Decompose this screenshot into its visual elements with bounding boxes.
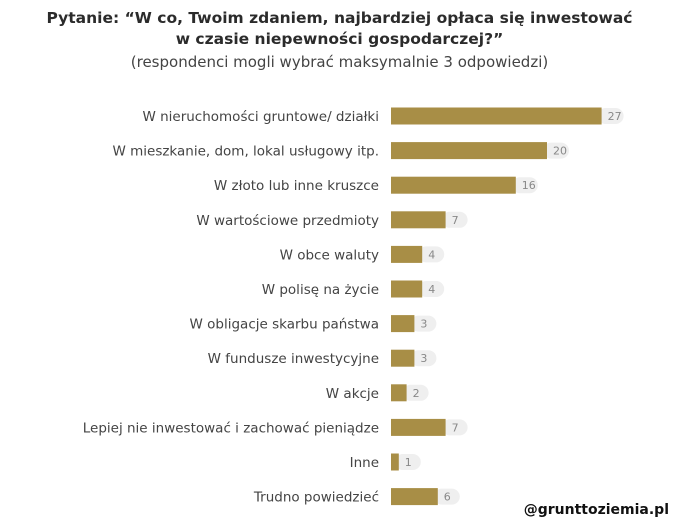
category-label: W akcje <box>326 386 379 402</box>
value-label-background <box>410 350 437 367</box>
value-label: 7 <box>452 214 459 227</box>
value-label-background <box>410 315 437 332</box>
category-label: W fundusze inwestycyjne <box>208 351 379 367</box>
category-label: W polisę na życie <box>262 282 379 298</box>
value-label: 4 <box>428 283 435 296</box>
bar <box>391 107 602 125</box>
bar-row: Trudno powiedzieć 6 <box>253 488 460 506</box>
value-label-background <box>511 177 538 194</box>
category-label: Inne <box>350 455 379 471</box>
category-label: Lepiej nie inwestować i zachować pieniąd… <box>83 420 379 436</box>
bar <box>391 453 399 471</box>
bar-row: W fundusze inwestycyjne 3 <box>208 349 437 367</box>
chart-title-line-2: w czasie niepewności gospodarczej?” <box>175 30 504 48</box>
value-label: 27 <box>608 110 622 123</box>
category-label: W wartościowe przedmioty <box>196 213 379 229</box>
value-label: 2 <box>413 387 420 400</box>
bar-row: W polisę na życie 4 <box>262 280 445 298</box>
chart-subtitle: (respondenci mogli wybrać maksymalnie 3 … <box>130 53 549 71</box>
bar <box>391 176 516 194</box>
bar-row: W mieszkanie, dom, lokal usługowy itp. 20 <box>112 142 569 160</box>
value-label-background <box>418 281 445 297</box>
bar-row: W obce waluty 4 <box>280 245 445 263</box>
bar-row: W obligacje skarbu państwa 3 <box>190 315 437 333</box>
value-label-background <box>597 108 624 124</box>
chart-title-line-1: Pytanie: “W co, Twoim zdaniem, najbardzi… <box>46 9 633 27</box>
value-label-background <box>433 488 460 505</box>
bar <box>391 384 407 402</box>
bar <box>391 349 415 367</box>
bar-row: W nieruchomości gruntowe/ działki 27 <box>142 107 624 125</box>
bar-row: Inne 1 <box>350 453 421 471</box>
category-label: W mieszkanie, dom, lokal usługowy itp. <box>112 144 379 160</box>
bar <box>391 245 423 263</box>
value-label-background <box>441 211 468 228</box>
bar <box>391 211 446 229</box>
category-label: Trudno powiedzieć <box>253 490 379 506</box>
value-label-background <box>441 419 468 436</box>
category-label: W nieruchomości gruntowe/ działki <box>142 109 379 125</box>
chart-title-block: Pytanie: “W co, Twoim zdaniem, najbardzi… <box>0 8 679 73</box>
category-label: W obligacje skarbu państwa <box>190 317 379 333</box>
category-label: W obce waluty <box>280 247 379 263</box>
bar <box>391 418 446 436</box>
bar-row: W wartościowe przedmioty 7 <box>196 211 468 229</box>
watermark: @grunttoziemia.pl <box>523 502 669 518</box>
category-label: W złoto lub inne kruszce <box>214 178 379 194</box>
value-label: 16 <box>522 179 536 192</box>
value-label: 1 <box>405 456 412 469</box>
value-label: 3 <box>420 352 427 365</box>
value-label: 4 <box>428 248 435 261</box>
bar-row: Lepiej nie inwestować i zachować pieniąd… <box>83 418 468 436</box>
value-label-background <box>418 246 445 263</box>
bar <box>391 280 423 298</box>
value-label: 20 <box>553 145 567 158</box>
value-label: 3 <box>420 318 427 331</box>
value-label-background <box>402 384 429 401</box>
value-label: 7 <box>452 421 459 434</box>
value-label-background <box>394 454 421 470</box>
bar-row: W akcje 2 <box>326 384 429 402</box>
bar <box>391 315 415 333</box>
bar <box>391 488 438 506</box>
value-label: 6 <box>444 491 451 504</box>
bar <box>391 142 547 160</box>
bar-row: W złoto lub inne kruszce 16 <box>214 176 538 194</box>
value-label-background <box>543 142 569 159</box>
